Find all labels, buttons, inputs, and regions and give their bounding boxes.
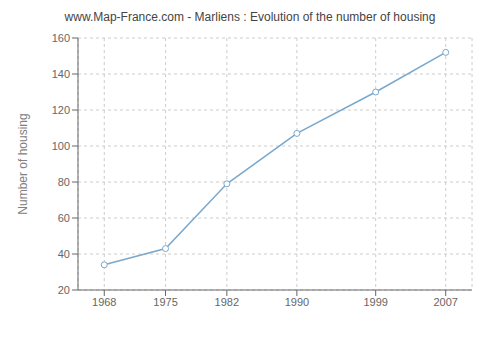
svg-text:140: 140 bbox=[52, 68, 70, 80]
svg-text:Number of housing: Number of housing bbox=[16, 113, 30, 214]
svg-text:1999: 1999 bbox=[363, 296, 387, 308]
svg-text:1982: 1982 bbox=[215, 296, 239, 308]
svg-text:1990: 1990 bbox=[285, 296, 309, 308]
svg-text:160: 160 bbox=[52, 32, 70, 44]
html-text:www.Map-France.com - Marliens: www.Map-France.com - Marliens : Evolutio… bbox=[64, 10, 436, 24]
svg-text:20: 20 bbox=[58, 284, 70, 296]
svg-text:80: 80 bbox=[58, 176, 70, 188]
svg-text:100: 100 bbox=[52, 140, 70, 152]
svg-text:60: 60 bbox=[58, 212, 70, 224]
svg-text:120: 120 bbox=[52, 104, 70, 116]
svg-text:40: 40 bbox=[58, 248, 70, 260]
svg-text:1975: 1975 bbox=[153, 296, 177, 308]
svg-text:2007: 2007 bbox=[433, 296, 457, 308]
svg-text:1968: 1968 bbox=[92, 296, 116, 308]
